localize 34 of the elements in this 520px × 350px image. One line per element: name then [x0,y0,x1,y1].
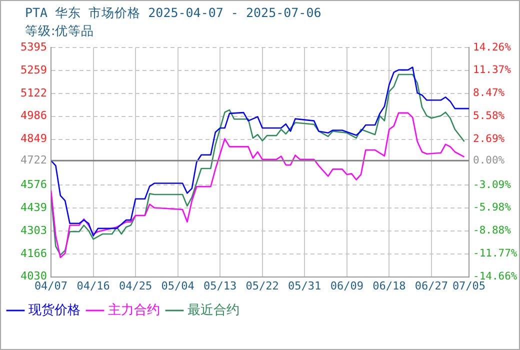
legend-label: 现货价格 [28,302,80,318]
x-tick-label: 06/18 [372,279,406,292]
x-tick-label: 04/25 [118,279,152,292]
y2-tick-label: -8.88% [473,224,512,237]
y-tick-label: 4166 [20,246,47,260]
y-tick-label: 4576 [20,178,47,191]
y-tick-label: 4722 [20,153,47,166]
chart-title: PTA 华东 市场价格 2025-04-07 - 2025-07-06 [25,5,322,22]
y2-tick-label: 2.69% [473,133,506,146]
x-tick-label: 05/04 [161,279,195,292]
y-tick-label: 5395 [20,40,47,54]
y2-tick-label: 14.26% [473,41,512,54]
x-tick-label: 06/09 [330,279,364,292]
y2-tick-label: -11.77% [473,248,518,260]
legend-label: 主力合约 [108,302,160,318]
y2-tick-label: -5.98% [473,202,512,214]
y-tick-label: 5259 [20,63,47,76]
y-tick-label: 4303 [20,224,47,237]
x-tick-label: 05/22 [246,279,279,292]
y2-tick-label: -3.09% [473,178,512,191]
y-tick-label: 4439 [20,200,47,214]
y-tick-label: 5122 [20,86,47,100]
legend-label: 最近合约 [188,302,240,318]
y-tick-label: 4986 [20,109,47,122]
y2-tick-label: 8.47% [473,87,506,100]
x-tick-label: 05/31 [288,279,322,292]
y2-tick-label: 0.00% [473,154,506,166]
x-tick-label: 05/13 [204,279,237,292]
chart-subtitle: 等级:优等品 [25,23,94,40]
y-tick-label: 4849 [20,132,47,146]
x-tick-label: 06/27 [414,279,448,292]
x-tick-label: 04/16 [76,279,110,292]
y2-tick-label: 5.58% [473,110,506,122]
y2-tick-label: 11.37% [473,64,512,76]
